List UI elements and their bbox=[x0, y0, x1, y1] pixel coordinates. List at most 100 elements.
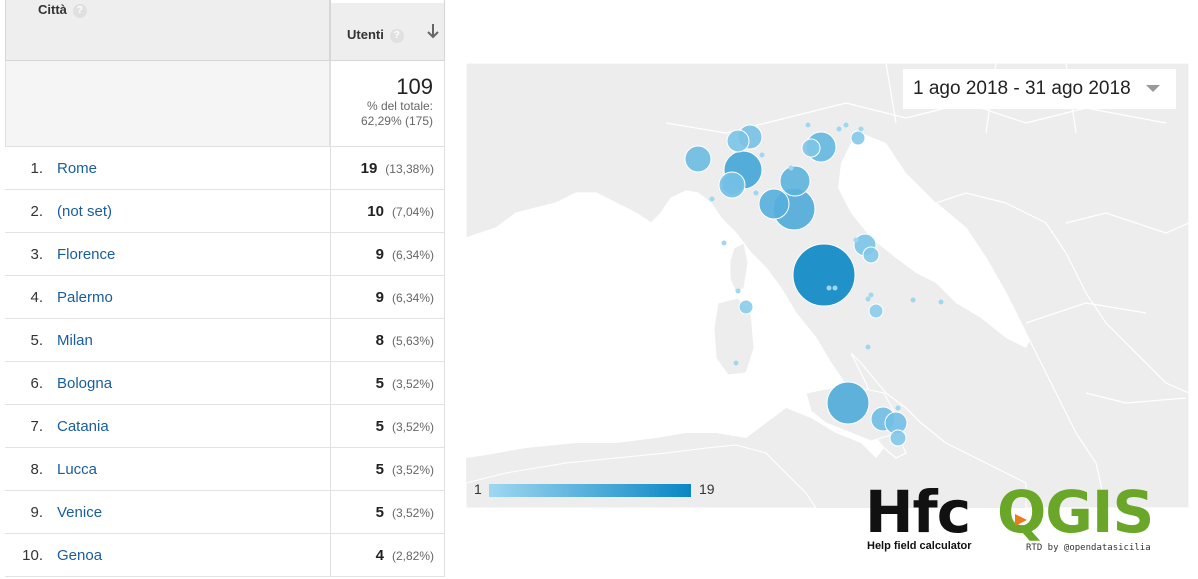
total-row-label-cell bbox=[5, 61, 330, 147]
table-row: 6. Bologna 5 (3,52%) bbox=[5, 362, 445, 405]
city-header-label: Città bbox=[38, 2, 67, 17]
row-value-cell: 8 (5,63%) bbox=[330, 319, 445, 362]
help-icon[interactable]: ? bbox=[72, 3, 87, 18]
row-users-percent: (3,52%) bbox=[391, 506, 434, 520]
row-city-link[interactable]: Palermo bbox=[57, 289, 113, 306]
row-rank: 2. bbox=[30, 203, 43, 220]
map-dot[interactable] bbox=[865, 296, 871, 302]
row-value-cell: 5 (3,52%) bbox=[330, 448, 445, 491]
total-percent-detail: 62,29% (175) bbox=[360, 114, 433, 128]
row-value-cell: 19 (13,38%) bbox=[330, 147, 445, 190]
row-city-link[interactable]: Bologna bbox=[57, 375, 113, 392]
map-bubble[interactable] bbox=[801, 138, 821, 158]
legend-min-label: 1 bbox=[474, 481, 482, 497]
table-row: 4. Palermo 9 (6,34%) bbox=[5, 276, 445, 319]
row-users-value: 5 bbox=[375, 504, 384, 521]
column-header-users[interactable]: Utenti? bbox=[330, 0, 445, 61]
hfcqgis-logo: Hfc QGIS Help field calculator RTD by @o… bbox=[865, 480, 1185, 566]
map-dot[interactable] bbox=[868, 292, 874, 298]
map-bubble[interactable] bbox=[862, 246, 880, 264]
map-dot[interactable] bbox=[753, 190, 759, 196]
map-dot[interactable] bbox=[721, 240, 727, 246]
map-dot[interactable] bbox=[735, 288, 741, 294]
column-header-city[interactable]: Città? bbox=[5, 0, 330, 61]
row-city-link[interactable]: Genoa bbox=[57, 547, 103, 564]
row-city-link[interactable]: Catania bbox=[57, 418, 109, 435]
map-bubble[interactable] bbox=[758, 188, 790, 220]
map-dot[interactable] bbox=[938, 299, 944, 305]
row-users-percent: (13,38%) bbox=[385, 162, 434, 176]
row-value-cell: 9 (6,34%) bbox=[330, 233, 445, 276]
row-city-link[interactable]: Venice bbox=[57, 504, 103, 521]
row-users-value: 10 bbox=[367, 203, 384, 220]
table-row: 2. (not set) 10 (7,04%) bbox=[5, 190, 445, 233]
land-africa bbox=[466, 444, 817, 508]
row-users-percent: (6,34%) bbox=[391, 248, 434, 262]
row-users-percent: (3,52%) bbox=[391, 377, 434, 391]
map-dot[interactable] bbox=[836, 126, 842, 132]
date-range-label: 1 ago 2018 - 31 ago 2018 bbox=[913, 78, 1131, 99]
map-bubble[interactable] bbox=[738, 299, 754, 315]
map-bubble[interactable] bbox=[684, 145, 712, 173]
row-users-value: 19 bbox=[360, 160, 378, 177]
row-city-link[interactable]: Lucca bbox=[57, 461, 98, 478]
row-users-value: 4 bbox=[375, 547, 384, 564]
total-users-value: 109 bbox=[396, 74, 433, 99]
map-dot[interactable] bbox=[759, 152, 765, 158]
map-dot[interactable] bbox=[826, 285, 832, 291]
row-value-cell: 9 (6,34%) bbox=[330, 276, 445, 319]
map-bubble[interactable] bbox=[889, 429, 907, 447]
users-header-label: Utenti bbox=[347, 27, 384, 42]
row-rank: 4. bbox=[30, 289, 43, 306]
logo-text-hfc: Hfc bbox=[865, 478, 971, 546]
row-city-link[interactable]: Milan bbox=[57, 332, 93, 349]
table-row: 3. Florence 9 (6,34%) bbox=[5, 233, 445, 276]
map-dot[interactable] bbox=[805, 122, 811, 128]
sea-tyrrhenian bbox=[466, 191, 884, 458]
total-row-value-cell: 109 % del totale: 62,29% (175) bbox=[330, 61, 445, 147]
row-users-percent: (2,82%) bbox=[391, 549, 434, 563]
map-dot[interactable] bbox=[853, 237, 859, 243]
chevron-down-icon[interactable] bbox=[1146, 85, 1160, 92]
help-icon[interactable]: ? bbox=[389, 28, 404, 43]
map-bubble[interactable] bbox=[868, 303, 884, 319]
logo-credit: RTD by @opendatasicilia bbox=[1026, 543, 1151, 553]
total-percent-label: % del totale: bbox=[366, 99, 433, 113]
map-bubble[interactable] bbox=[726, 129, 750, 153]
row-value-cell: 5 (3,52%) bbox=[330, 362, 445, 405]
map-bubble[interactable] bbox=[826, 381, 870, 425]
row-users-value: 9 bbox=[375, 246, 384, 263]
row-users-percent: (7,04%) bbox=[391, 205, 434, 219]
map-dot[interactable] bbox=[709, 196, 715, 202]
row-users-percent: (3,52%) bbox=[391, 420, 434, 434]
geo-map[interactable] bbox=[466, 63, 1189, 508]
map-dot[interactable] bbox=[858, 126, 864, 132]
land-balkans bbox=[934, 192, 1189, 508]
row-users-value: 5 bbox=[375, 418, 384, 435]
row-rank: 9. bbox=[30, 504, 43, 521]
row-value-cell: 5 (3,52%) bbox=[330, 491, 445, 534]
map-bubble[interactable] bbox=[792, 243, 856, 307]
sea-adriatic bbox=[838, 133, 1031, 348]
map-dot[interactable] bbox=[733, 360, 739, 366]
map-dot[interactable] bbox=[865, 344, 871, 350]
row-city-link[interactable]: (not set) bbox=[57, 203, 113, 220]
row-city-link[interactable]: Rome bbox=[57, 160, 98, 177]
table-row: 7. Catania 5 (3,52%) bbox=[5, 405, 445, 448]
table-row: 1. Rome 19 (13,38%) bbox=[5, 147, 445, 190]
map-dot[interactable] bbox=[910, 297, 916, 303]
table-row: 10. Genoa 4 (2,82%) bbox=[5, 534, 445, 577]
map-dot[interactable] bbox=[843, 122, 849, 128]
map-dot[interactable] bbox=[832, 285, 838, 291]
map-dot[interactable] bbox=[895, 405, 901, 411]
map-bubble[interactable] bbox=[718, 171, 746, 199]
date-range-selector[interactable]: 1 ago 2018 - 31 ago 2018 bbox=[903, 69, 1176, 109]
row-rank: 5. bbox=[30, 332, 43, 349]
map-bubble[interactable] bbox=[779, 165, 811, 197]
row-city-link[interactable]: Florence bbox=[57, 246, 116, 263]
arrow-down-icon[interactable] bbox=[426, 22, 440, 40]
row-users-percent: (5,63%) bbox=[391, 334, 434, 348]
logo-pencil-icon bbox=[1015, 514, 1027, 526]
map-bubble[interactable] bbox=[850, 130, 866, 146]
map-dot[interactable] bbox=[788, 165, 794, 171]
